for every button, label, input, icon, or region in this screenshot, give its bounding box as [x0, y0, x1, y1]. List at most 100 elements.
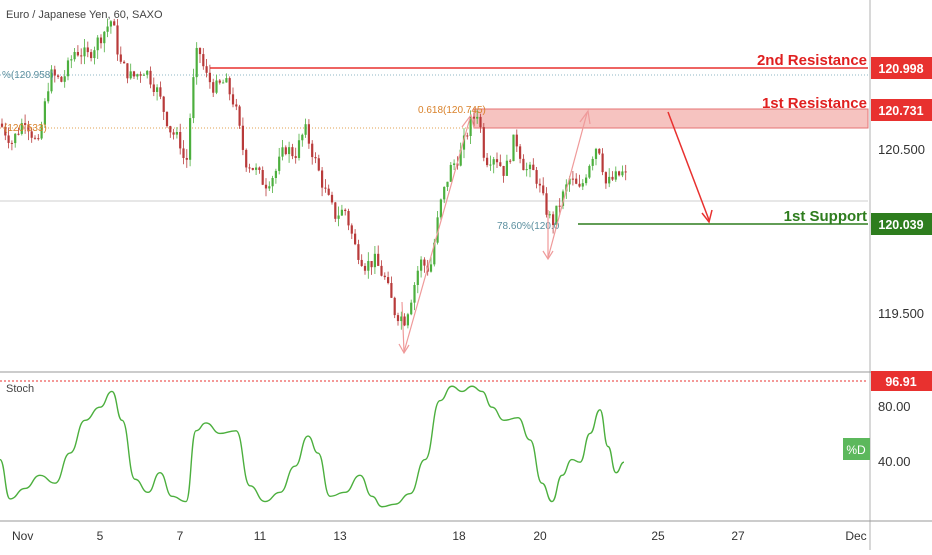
- candle-body: [119, 54, 122, 62]
- candle-body: [70, 59, 73, 61]
- candle-body: [159, 87, 162, 97]
- candle-body: [261, 170, 264, 185]
- candle-body: [344, 209, 347, 212]
- oscillator-level-value: 96.91: [885, 375, 916, 389]
- candle-body: [96, 37, 99, 51]
- candle-body: [40, 124, 43, 139]
- candle-body: [284, 147, 287, 155]
- candle-body: [103, 31, 106, 44]
- candle-body: [367, 261, 370, 271]
- candle-body: [545, 193, 548, 215]
- date-tick-9: 27: [731, 529, 745, 543]
- candle-body: [0, 123, 4, 127]
- candle-body: [525, 169, 528, 171]
- candle-body: [552, 214, 555, 226]
- candle-body: [169, 126, 172, 133]
- candle-body: [205, 66, 208, 73]
- candle-body: [271, 177, 274, 187]
- candle-body: [469, 116, 472, 136]
- candle-body: [4, 126, 7, 136]
- candle-body: [288, 147, 291, 155]
- candle-body: [380, 265, 383, 276]
- candle-body: [123, 61, 126, 64]
- candle-body: [274, 170, 277, 178]
- candle-body: [238, 106, 241, 126]
- second-resistance-price-tag: 120.998: [871, 57, 932, 79]
- date-tick-1: Nov: [12, 529, 33, 543]
- candle-body: [370, 261, 373, 268]
- candle-body: [281, 147, 284, 157]
- candle-body: [433, 242, 436, 265]
- candle-body: [413, 285, 416, 303]
- date-tick-2: 5: [97, 529, 104, 543]
- date-tick-8: 25: [651, 529, 665, 543]
- candle-body: [215, 80, 218, 93]
- candle-body: [406, 314, 409, 326]
- candle-body: [604, 172, 607, 184]
- candle-body: [195, 47, 198, 78]
- candle-body: [50, 69, 53, 92]
- candle-body: [90, 52, 93, 59]
- date-tick-6: 18: [452, 529, 466, 543]
- candle-body: [317, 158, 320, 171]
- candle-body: [113, 21, 116, 26]
- candle-body: [175, 132, 178, 135]
- candle-body: [212, 82, 215, 93]
- candle-body: [14, 133, 17, 144]
- candle-body: [307, 124, 310, 144]
- candle-body: [129, 71, 132, 79]
- candle-body: [136, 74, 139, 77]
- osc-tick-2: 40.00: [878, 454, 911, 469]
- candle-body: [337, 215, 340, 219]
- candle-body: [598, 148, 601, 154]
- candle-body: [453, 163, 456, 165]
- candle-body: [297, 140, 301, 158]
- candle-body: [179, 132, 182, 149]
- candle-body: [522, 158, 525, 171]
- price-tick-1: 120.500: [878, 142, 925, 157]
- candles-group: [0, 18, 627, 330]
- candle-body: [324, 187, 327, 189]
- candle-body: [486, 157, 489, 166]
- candle-body: [165, 111, 169, 127]
- candle-body: [542, 185, 545, 194]
- osc-series-badge-label: %D: [846, 443, 866, 457]
- candle-body: [436, 217, 439, 243]
- date-tick-10: Dec: [845, 529, 866, 543]
- candle-body: [624, 171, 627, 173]
- first-resistance-price-tag: 120.731: [871, 99, 932, 121]
- candle-body: [218, 80, 221, 83]
- candle-body: [614, 171, 617, 180]
- candle-body: [301, 134, 304, 141]
- candle-body: [363, 265, 367, 271]
- candle-body: [264, 184, 268, 189]
- first-resistance-price: 120.731: [878, 104, 923, 118]
- date-tick-4: 11: [254, 529, 267, 543]
- second-resistance-label: 2nd Resistance: [757, 52, 867, 69]
- candle-body: [383, 275, 386, 278]
- candle-body: [360, 259, 363, 266]
- candle-body: [472, 116, 475, 119]
- candle-body: [106, 26, 109, 32]
- pattern-arrows: [398, 109, 591, 355]
- candle-body: [10, 142, 13, 144]
- candle-body: [459, 149, 462, 166]
- candle-body: [611, 176, 614, 180]
- candle-body: [37, 138, 40, 140]
- candle-body: [555, 205, 558, 226]
- date-tick-3: 7: [177, 529, 184, 543]
- candle-body: [311, 143, 314, 158]
- candle-body: [482, 127, 485, 158]
- stoch-line: [0, 385, 625, 508]
- candle-body: [278, 156, 281, 171]
- candle-body: [225, 78, 228, 83]
- candle-body: [581, 183, 584, 187]
- first-support-price: 120.039: [878, 218, 923, 232]
- candle-body: [416, 270, 419, 286]
- candle-body: [377, 253, 380, 266]
- candle-body: [578, 183, 581, 187]
- candle-body: [410, 302, 413, 315]
- candle-body: [502, 165, 505, 176]
